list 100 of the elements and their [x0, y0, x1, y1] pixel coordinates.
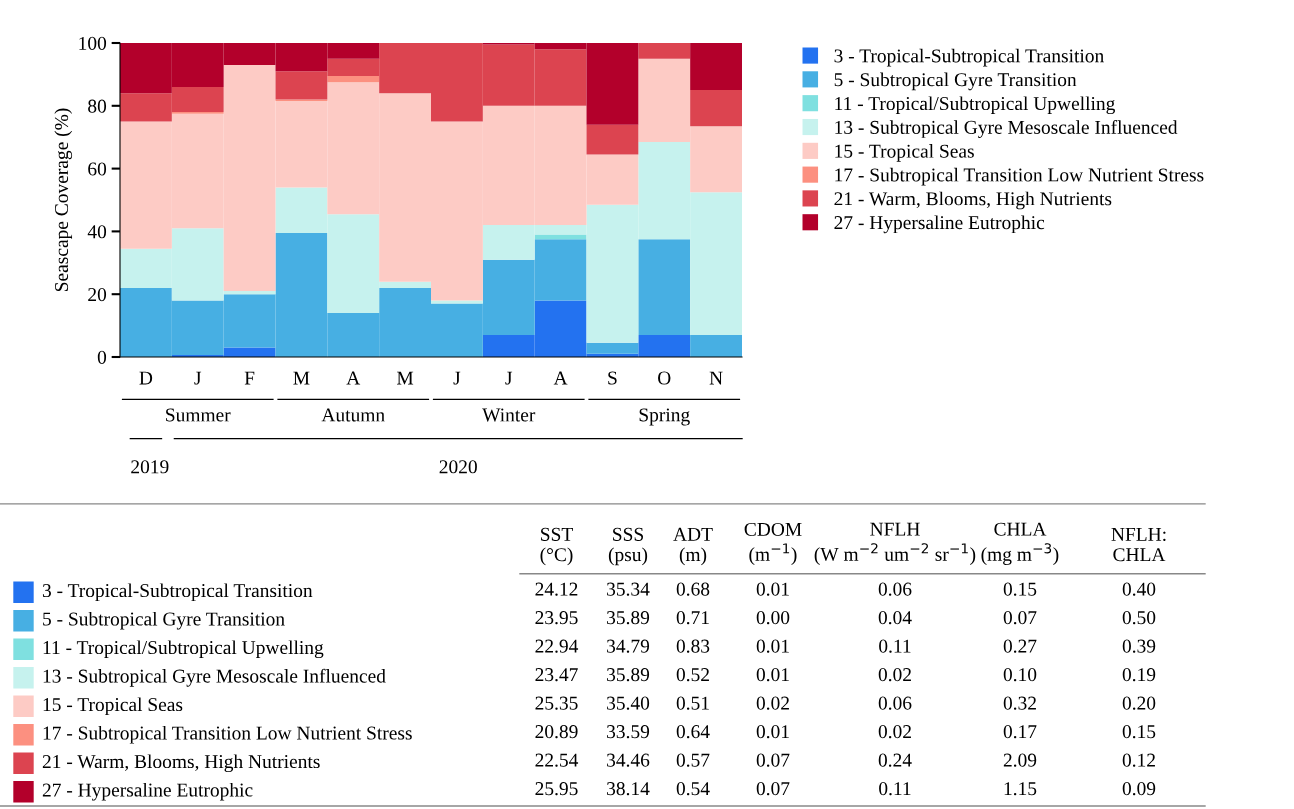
- data-label: 0.01: [756, 725, 789, 739]
- y-tick-label: 60: [88, 162, 107, 176]
- x-tick-label: M: [397, 371, 414, 385]
- data-label: 0.54: [676, 782, 710, 796]
- text: Winter: [482, 408, 536, 422]
- x-tick-label: F: [244, 371, 255, 385]
- data-label: 0.57: [676, 753, 710, 767]
- x-tick-label: ADT (m): [673, 527, 713, 566]
- legend-label: 17 - Subtropical Transition Low Nutrient Stress: [835, 167, 1204, 186]
- data-label: 0.68: [676, 582, 710, 596]
- x-tick-label: J: [505, 371, 513, 385]
- data-label: 0.12: [1122, 753, 1155, 767]
- data-label: 0.32: [1003, 696, 1036, 710]
- data-label: 0.02: [878, 668, 911, 682]
- legend-label: 5 - Subtropical Gyre Transition: [834, 72, 1077, 91]
- data-label: 0.02: [756, 696, 789, 710]
- y-tick-label: 27 - Hypersaline Eutrophic: [42, 782, 253, 801]
- x-tick-label: M: [293, 371, 310, 385]
- data-label: 35.89: [607, 668, 650, 682]
- x-tick-label: SST (°C): [540, 527, 573, 566]
- y-tick-label: 11 - Tropical/Subtropical Upwelling: [43, 640, 324, 659]
- data-label: 35.89: [607, 611, 650, 625]
- data-label: 0.07: [1003, 611, 1037, 625]
- data-label: 0.19: [1122, 668, 1156, 682]
- data-label: 35.34: [607, 582, 650, 596]
- legend-label: 27 - Hypersaline Eutrophic: [834, 215, 1045, 234]
- y-tick-label: 17 - Subtropical Transition Low Nutrient Stress: [43, 725, 412, 744]
- data-label: 0.83: [676, 639, 710, 653]
- text: 2019: [131, 460, 169, 474]
- data-label: 23.47: [535, 668, 578, 682]
- x-tick-label: D: [139, 371, 153, 385]
- text: Autumn: [321, 408, 385, 422]
- data-label: 1.15: [1004, 782, 1037, 796]
- data-label: 0.07: [756, 782, 790, 796]
- data-label: 0.51: [676, 696, 709, 710]
- data-label: 33.59: [607, 725, 650, 739]
- y-tick-label: 100: [79, 36, 107, 50]
- data-label: 0.15: [1122, 725, 1156, 739]
- data-label: 22.94: [535, 639, 579, 653]
- legend-label: 13 - Subtropical Gyre Mesoscale Influenced: [835, 120, 1178, 138]
- y-tick-label: 15 - Tropical Seas: [43, 697, 183, 716]
- y-tick-label: 13 - Subtropical Gyre Mesoscale Influenced: [43, 668, 386, 687]
- legend-label: 11 - Tropical/Subtropical Upwelling: [835, 96, 1115, 115]
- x-tick-label: CDOM (m$^{−1}$): [744, 522, 802, 565]
- data-label: 0.40: [1122, 582, 1156, 596]
- data-label: 0.20: [1122, 696, 1156, 710]
- data-label: 0.09: [1122, 782, 1156, 796]
- legend-label: 21 - Warm, Blooms, High Nutrients: [834, 191, 1112, 210]
- y-tick-label: 0: [97, 350, 107, 364]
- x-tick-label: CHLA (mg m$^{−3}$): [981, 522, 1059, 565]
- data-label: 34.46: [607, 753, 650, 767]
- data-label: 0.01: [756, 582, 789, 596]
- data-label: 0.71: [676, 611, 709, 625]
- data-label: 0.02: [878, 725, 911, 739]
- x-tick-label: J: [453, 371, 461, 385]
- x-tick-label: J: [194, 371, 202, 385]
- data-label: 0.01: [756, 639, 789, 653]
- x-tick-label: A: [553, 371, 568, 385]
- y-tick-label: 20: [88, 288, 107, 302]
- data-label: 0.15: [1003, 582, 1037, 596]
- data-label: 0.39: [1122, 639, 1156, 653]
- data-label: 0.04: [878, 611, 912, 625]
- data-label: 25.35: [535, 696, 578, 710]
- data-label: 0.11: [879, 782, 911, 796]
- data-label: 0.24: [878, 753, 912, 767]
- data-label: 34.79: [607, 639, 650, 653]
- legend-label: 3 - Tropical-Subtropical Transition: [834, 48, 1104, 67]
- y-tick-label: 3 - Tropical-Subtropical Transition: [42, 583, 313, 602]
- data-label: 38.14: [607, 782, 650, 796]
- data-label: 20.89: [535, 725, 578, 739]
- data-label: 0.50: [1122, 611, 1156, 625]
- data-label: 0.06: [878, 582, 912, 596]
- data-label: 25.95: [535, 782, 578, 796]
- y-tick-label: 40: [87, 225, 107, 239]
- text: 2020: [439, 460, 477, 474]
- data-label: 0.00: [756, 611, 790, 625]
- data-label: 22.54: [535, 753, 579, 767]
- x-tick-label: N: [709, 371, 723, 385]
- data-label: 0.07: [756, 753, 790, 767]
- data-label: 0.11: [879, 639, 911, 653]
- legend-label: 15 - Tropical Seas: [835, 144, 974, 162]
- x-tick-label: NFLH: CHLA: [1111, 527, 1166, 562]
- data-label: 2.09: [1003, 753, 1037, 767]
- y-axis-title: Seascape Coverage (%): [54, 108, 73, 292]
- x-tick-label: S: [608, 371, 617, 385]
- x-tick-label: NFLH (W m$^{−2}$ um$^{−2}$ sr$^{−1}$): [814, 522, 976, 565]
- data-label: 0.10: [1003, 668, 1037, 682]
- text: Summer: [166, 408, 231, 422]
- data-label: 0.27: [1003, 639, 1037, 653]
- data-label: 0.52: [676, 668, 709, 682]
- y-tick-label: 21 - Warm, Blooms, High Nutrients: [42, 754, 320, 773]
- x-tick-label: SSS (psu): [608, 527, 648, 566]
- x-tick-label: A: [346, 371, 361, 385]
- text: Spring: [639, 408, 690, 426]
- y-tick-label: 80: [88, 99, 107, 113]
- data-label: 35.40: [607, 696, 650, 710]
- x-tick-label: O: [658, 371, 671, 385]
- data-label: 0.06: [878, 696, 912, 710]
- data-label: 0.01: [756, 668, 789, 682]
- data-label: 23.95: [535, 611, 578, 625]
